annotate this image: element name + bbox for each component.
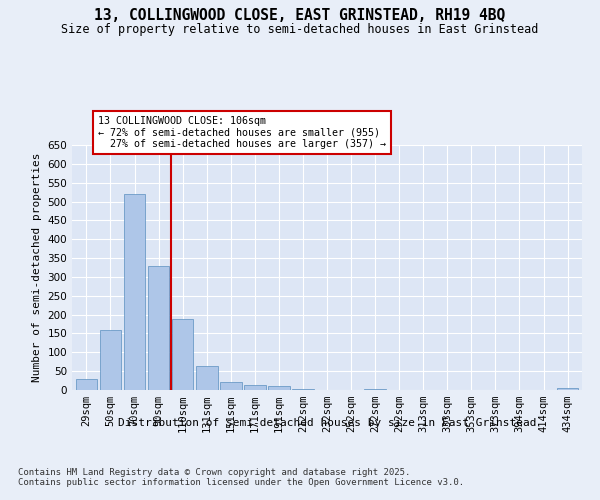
Bar [244, 385, 266, 390]
Bar [292, 389, 314, 390]
Bar [124, 194, 145, 390]
Bar [364, 389, 386, 390]
Bar [148, 266, 169, 390]
Bar [196, 366, 218, 390]
Bar [268, 386, 290, 390]
Bar [76, 380, 97, 390]
Text: Size of property relative to semi-detached houses in East Grinstead: Size of property relative to semi-detach… [61, 24, 539, 36]
Text: 13 COLLINGWOOD CLOSE: 106sqm
← 72% of semi-detached houses are smaller (955)
  2: 13 COLLINGWOOD CLOSE: 106sqm ← 72% of se… [98, 116, 386, 149]
Y-axis label: Number of semi-detached properties: Number of semi-detached properties [32, 153, 42, 382]
Bar [100, 330, 121, 390]
Bar [172, 319, 193, 390]
Text: Distribution of semi-detached houses by size in East Grinstead: Distribution of semi-detached houses by … [118, 418, 536, 428]
Text: 13, COLLINGWOOD CLOSE, EAST GRINSTEAD, RH19 4BQ: 13, COLLINGWOOD CLOSE, EAST GRINSTEAD, R… [94, 8, 506, 22]
Bar [220, 382, 242, 390]
Bar [557, 388, 578, 390]
Text: Contains HM Land Registry data © Crown copyright and database right 2025.
Contai: Contains HM Land Registry data © Crown c… [18, 468, 464, 487]
